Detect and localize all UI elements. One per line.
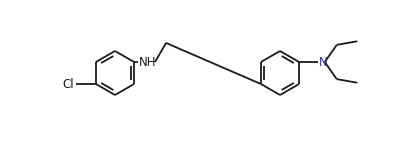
- Text: N: N: [319, 56, 327, 68]
- Text: NH: NH: [139, 56, 156, 68]
- Text: Cl: Cl: [63, 77, 74, 90]
